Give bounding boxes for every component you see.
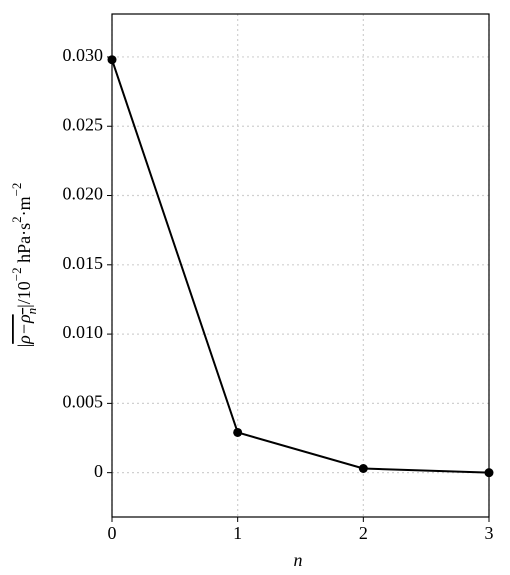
y-label-part: hPa·s	[14, 223, 34, 268]
y-tick-label: 0.010	[63, 322, 104, 342]
x-tick-label: 1	[233, 523, 242, 543]
x-axis-label: n	[294, 550, 303, 570]
x-tick-label: 3	[485, 523, 494, 543]
data-point	[484, 468, 494, 478]
y-tick-label: 0.015	[63, 253, 104, 273]
data-point	[233, 427, 243, 437]
y-label-part: |/10	[14, 281, 34, 308]
y-label-part: −2	[9, 183, 24, 197]
y-tick-label: 0.005	[63, 391, 104, 411]
y-label-part: ·m	[14, 196, 34, 216]
data-point	[358, 464, 368, 474]
y-label-part: 2	[9, 216, 24, 223]
y-label-part: |	[14, 344, 34, 348]
y-tick-label: 0.030	[63, 45, 104, 65]
x-tick-label: 0	[108, 523, 117, 543]
plot-frame	[111, 13, 490, 518]
x-tick-label: 2	[359, 523, 368, 543]
y-tick-label: 0	[94, 461, 103, 481]
y-label-part: −2	[9, 267, 24, 281]
y-label-part: ρ−ρ	[14, 314, 34, 345]
y-axis-label: |ρ−ρn|/10−2 hPa·s2·m−2	[9, 183, 39, 348]
y-tick-label: 0.025	[63, 114, 104, 134]
series-line	[111, 59, 490, 474]
data-point	[107, 55, 117, 65]
y-tick-label: 0.020	[63, 184, 104, 204]
y-label-part: n	[24, 308, 39, 315]
